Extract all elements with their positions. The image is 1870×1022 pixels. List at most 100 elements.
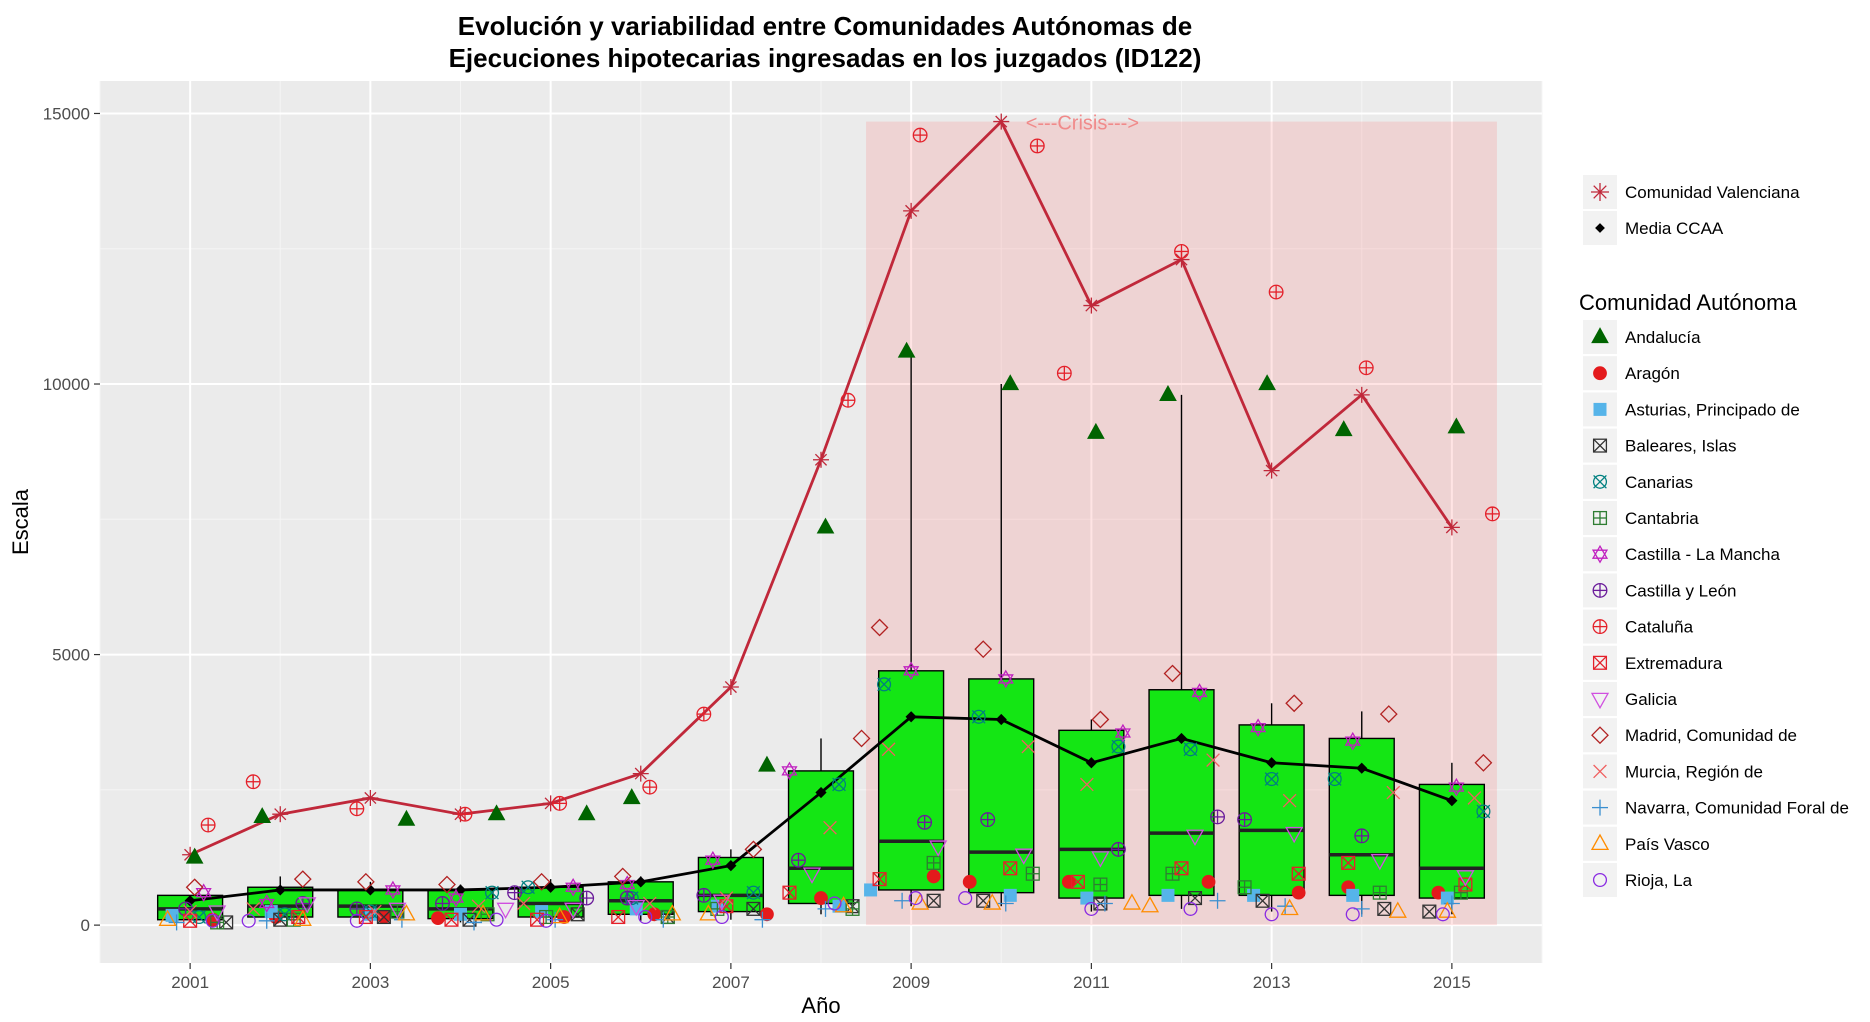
point-4-13 — [1327, 771, 1342, 787]
point-0-1 — [253, 807, 272, 824]
crisis-label: <---Crisis---> — [1026, 113, 1139, 135]
point-4-7 — [831, 777, 847, 792]
point-14-4 — [550, 906, 569, 924]
point-4-9 — [971, 709, 986, 724]
point-9-7 — [782, 885, 797, 900]
legend-label: Andalucía — [1625, 328, 1701, 347]
point-12-5 — [642, 896, 657, 911]
point-11-8 — [870, 618, 889, 637]
point-12-4 — [516, 896, 531, 911]
point-8-1 — [245, 774, 261, 790]
point-6-3 — [447, 888, 465, 908]
point-13-9 — [997, 895, 1014, 912]
legend-label: Castilla - La Mancha — [1625, 545, 1781, 564]
point-0-7 — [816, 517, 835, 534]
legend-label: Extremadura — [1625, 654, 1723, 673]
line-point-0-7 — [813, 451, 829, 468]
legend-key-series-5 — [1592, 510, 1608, 526]
line-point-1-11 — [1175, 732, 1188, 745]
point-13-11 — [1209, 892, 1226, 909]
x-tick-label: 2007 — [712, 973, 750, 992]
point-14-12 — [1280, 898, 1299, 916]
point-6-7 — [781, 761, 798, 781]
point-11-10 — [1091, 710, 1110, 729]
legend-key-1 — [1595, 223, 1605, 233]
line-point-1-4 — [545, 881, 557, 893]
point-10-7 — [802, 867, 822, 884]
line-point-1-14 — [1446, 795, 1458, 807]
box — [877, 670, 945, 891]
line-point-1-5 — [635, 876, 647, 888]
point-7-12 — [1210, 809, 1226, 825]
point-13-12 — [1277, 898, 1294, 915]
point-13-1 — [258, 912, 275, 929]
line-point-0-11 — [1173, 251, 1190, 268]
legend-label: Media CCAA — [1625, 219, 1724, 238]
point-4-4 — [521, 880, 536, 895]
point-14-9 — [983, 893, 1002, 910]
line-point-1-12 — [1266, 757, 1278, 769]
point-15-3 — [489, 912, 504, 927]
y-tick-label: 10000 — [43, 375, 90, 394]
axes: 0 5000 10000 15000 2001 2003 2005 2007 2009 2011 2… — [43, 104, 1471, 992]
point-6-2 — [384, 880, 401, 900]
point-6-12 — [1250, 718, 1267, 737]
boxplot-2012 — [1148, 394, 1215, 909]
point-10-5 — [627, 899, 646, 917]
point-4-6 — [746, 885, 761, 900]
point-9-2 — [358, 909, 373, 925]
point-15-13 — [1345, 907, 1360, 922]
point-15-5 — [638, 909, 653, 925]
point-0-0 — [185, 847, 204, 864]
legend-label: Navarra, Comunidad Foral de — [1625, 799, 1849, 818]
point-4-10 — [1111, 739, 1126, 754]
line-point-1-8 — [905, 711, 917, 723]
point-5-12 — [1237, 880, 1252, 895]
legend-key-series-8 — [1592, 619, 1608, 635]
legend-key-series-9 — [1592, 655, 1608, 670]
point-10-12 — [1285, 826, 1304, 844]
point-4-3 — [484, 885, 500, 900]
point-9-9 — [1003, 861, 1018, 876]
line-point-0-2 — [362, 789, 379, 806]
point-10-14 — [1456, 870, 1475, 887]
point-8-0 — [200, 817, 216, 833]
series-13 — [168, 892, 1460, 931]
point-6-13 — [1344, 731, 1361, 751]
point-8-5 — [642, 779, 658, 795]
point-2-8 — [864, 883, 878, 897]
legend-label: Rioja, La — [1625, 871, 1693, 890]
point-12-3 — [471, 899, 486, 914]
point-12-14 — [1467, 791, 1482, 805]
point-11-11 — [1163, 664, 1182, 683]
legend-key-series-1 — [1593, 366, 1607, 381]
point-4-12 — [1264, 771, 1279, 787]
point-15-2 — [349, 913, 364, 928]
point-0-14 — [1447, 417, 1466, 434]
point-11-3 — [438, 875, 456, 894]
point-7-11 — [1110, 841, 1126, 857]
point-9-3 — [444, 912, 459, 927]
point-7-0 — [178, 901, 194, 917]
series-1 — [205, 869, 1446, 927]
legend-label: Cantabria — [1625, 509, 1699, 528]
point-14-11 — [1140, 896, 1160, 913]
point-8-12 — [1268, 284, 1284, 300]
legend-key-bg — [1583, 863, 1617, 897]
point-14-2 — [397, 904, 416, 921]
point-1-6 — [760, 907, 774, 922]
legend-key-series-13 — [1592, 799, 1608, 816]
point-6-8 — [903, 661, 920, 681]
point-8-9 — [1029, 138, 1045, 154]
point-8-10 — [1056, 365, 1072, 381]
legend-key-series-6 — [1591, 544, 1609, 564]
point-7-6 — [619, 890, 635, 906]
x-tick-label: 2013 — [1253, 973, 1291, 992]
point-10-0 — [208, 905, 227, 922]
x-tick-label: 2005 — [532, 973, 570, 992]
legend-key-series-0 — [1591, 327, 1609, 344]
line-point-1-10 — [1085, 757, 1097, 769]
point-4-0 — [192, 909, 207, 925]
line-point-0-14 — [1443, 519, 1460, 536]
legend-label: Baleares, Islas — [1625, 437, 1737, 456]
